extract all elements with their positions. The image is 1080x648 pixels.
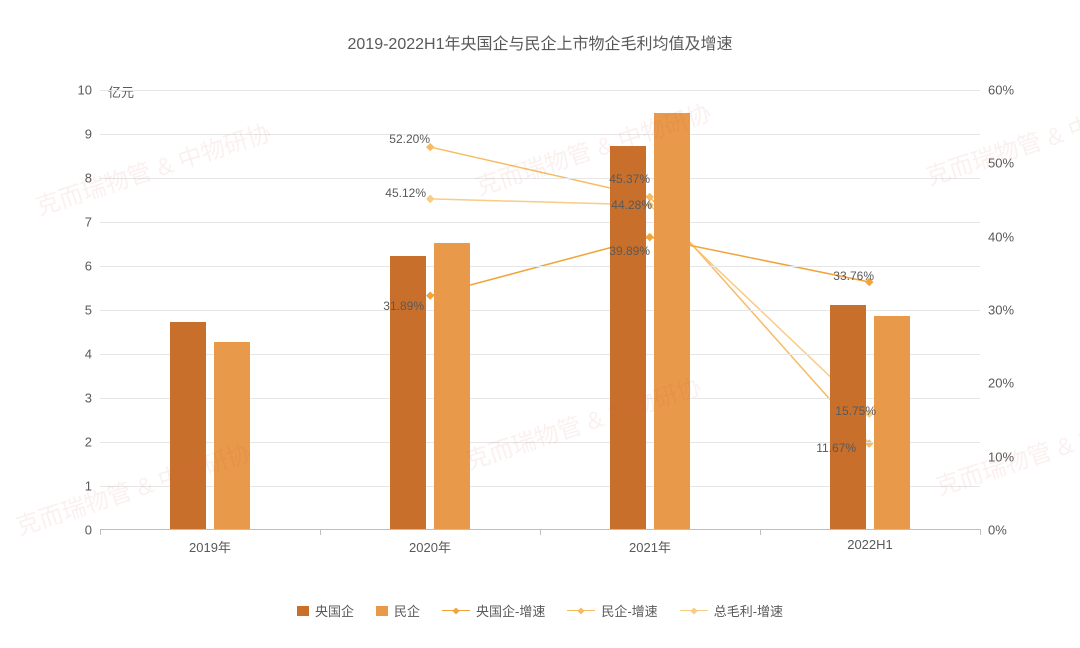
gridline	[100, 178, 980, 179]
y-right-tick-label: 50%	[988, 156, 1014, 171]
gridline	[100, 222, 980, 223]
line-data-label: 52.20%	[389, 132, 430, 146]
y-left-tick-label: 7	[85, 215, 92, 230]
legend-item: 央国企	[297, 601, 354, 620]
y-left-tick-label: 8	[85, 171, 92, 186]
x-tick-label: 2019年	[189, 537, 231, 556]
legend-label: 民企-增速	[601, 601, 657, 620]
legend-swatch	[297, 606, 309, 616]
gridline	[100, 90, 980, 91]
y-right-tick-label: 20%	[988, 376, 1014, 391]
legend-item: 央国企-增速	[442, 601, 545, 620]
line-path	[430, 147, 869, 444]
legend-line-icon	[680, 610, 708, 611]
x-tick	[540, 529, 541, 535]
x-tick-label: 2021年	[629, 537, 671, 556]
line-data-label: 31.89%	[383, 299, 424, 313]
line-data-label: 33.76%	[833, 269, 874, 283]
line-marker	[646, 233, 654, 241]
legend-label: 民企	[394, 601, 420, 620]
legend-item: 民企-增速	[567, 601, 657, 620]
y-right-tick-label: 60%	[988, 83, 1014, 98]
legend-line-icon	[567, 610, 595, 611]
y-left-tick-label: 4	[85, 347, 92, 362]
bar	[654, 113, 690, 529]
bar	[874, 316, 910, 529]
legend-line-icon	[442, 610, 470, 611]
x-tick	[980, 529, 981, 535]
line-path	[430, 199, 869, 414]
y-left-tick-label: 2	[85, 435, 92, 450]
y-left-tick-label: 3	[85, 391, 92, 406]
y-left-tick-label: 1	[85, 479, 92, 494]
chart-container: 2019-2022H1年央国企与民企上市物企毛利均值及增速 亿元 0123456…	[0, 0, 1080, 648]
y-left-tick-label: 6	[85, 259, 92, 274]
y-right-tick-label: 0%	[988, 523, 1007, 538]
y-right-tick-label: 30%	[988, 303, 1014, 318]
y-left-tick-label: 10	[78, 83, 92, 98]
legend-label: 总毛利-增速	[714, 601, 783, 620]
y-left-tick-label: 9	[85, 127, 92, 142]
line-data-label: 45.37%	[609, 172, 650, 186]
bar	[390, 256, 426, 529]
y-right-tick-label: 10%	[988, 449, 1014, 464]
legend-item: 民企	[376, 601, 420, 620]
legend-item: 总毛利-增速	[680, 601, 783, 620]
x-tick-label: 2022H1	[847, 537, 893, 552]
legend-label: 央国企-增速	[476, 601, 545, 620]
x-tick	[100, 529, 101, 535]
y-left-tick-label: 0	[85, 523, 92, 538]
x-tick-label: 2020年	[409, 537, 451, 556]
legend-label: 央国企	[315, 601, 354, 620]
plot-area: 0123456789100%10%20%30%40%50%60%2019年202…	[100, 90, 980, 530]
y-right-tick-label: 40%	[988, 229, 1014, 244]
y-left-tick-label: 5	[85, 303, 92, 318]
line-data-label: 11.67%	[816, 441, 856, 455]
line-data-label: 39.89%	[609, 244, 650, 258]
bar	[214, 342, 250, 529]
line-data-label: 45.12%	[385, 186, 426, 200]
gridline	[100, 266, 980, 267]
x-tick	[760, 529, 761, 535]
legend: 央国企 民企 央国企-增速 民企-增速 总毛利-增速	[0, 601, 1080, 620]
line-data-label: 15.75%	[835, 404, 876, 418]
line-marker	[426, 195, 434, 203]
legend-swatch	[376, 606, 388, 616]
bar	[170, 322, 206, 529]
x-tick	[320, 529, 321, 535]
gridline	[100, 134, 980, 135]
line-data-label: 44.28%	[611, 198, 652, 212]
bar	[434, 243, 470, 529]
chart-title: 2019-2022H1年央国企与民企上市物企毛利均值及增速	[0, 30, 1080, 54]
